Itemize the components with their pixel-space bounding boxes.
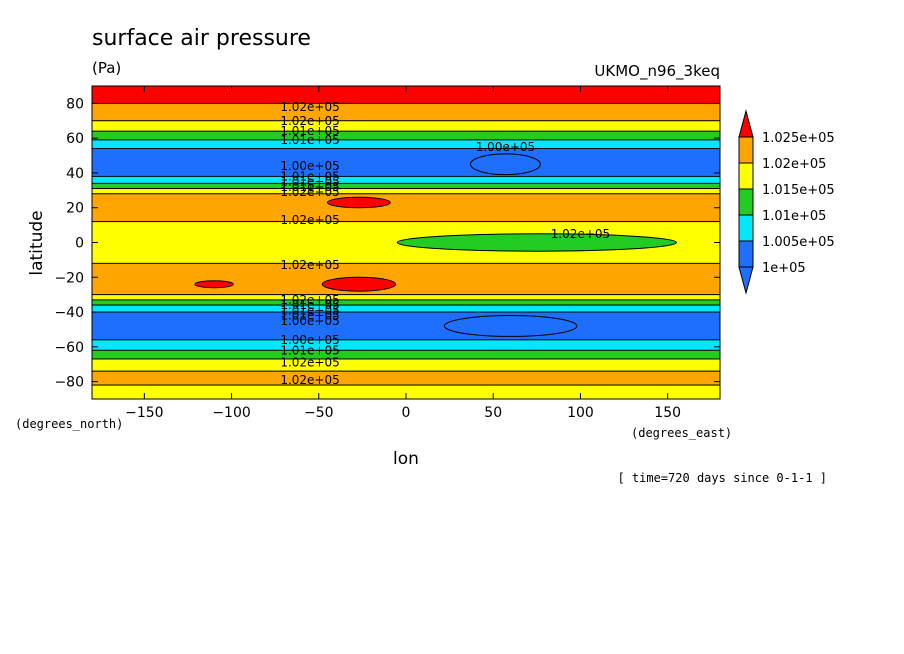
x-tick-label-5: 100	[567, 405, 594, 421]
y-tick-label-3: −20	[54, 270, 84, 286]
contour-label-14: 1.01e+05	[280, 298, 339, 312]
pressure-band-9	[92, 193, 720, 223]
contour-label-4: 1.00e+05	[280, 159, 339, 173]
time-note: [ time=720 days since 0-1-1 ]	[617, 471, 827, 485]
units-label: (Pa)	[92, 59, 121, 77]
colorbar-segment-0	[738, 240, 754, 268]
x-axis-label: lon	[393, 449, 419, 469]
colorbar-label-0: 1e+05	[762, 261, 806, 276]
chart-title: surface air pressure	[92, 26, 311, 51]
x-tick-label-1: −100	[212, 405, 250, 421]
y-units-label: (degrees_north)	[15, 417, 123, 431]
colorbar-label-2: 1.01e+05	[762, 209, 826, 224]
y-tick-label-6: 40	[66, 166, 84, 182]
colorbar-label-5: 1.025e+05	[762, 131, 835, 146]
y-tick-label-0: −80	[54, 375, 84, 391]
contour-label-18: 1.00e+05	[280, 333, 339, 347]
pressure-band-5	[92, 148, 720, 177]
colorbar-label-1: 1.005e+05	[762, 235, 835, 250]
pressure-low-5	[396, 233, 677, 252]
pressure-high-2	[194, 280, 234, 289]
contour-label-1: 1.02e+05	[280, 114, 339, 128]
colorbar-segment-1	[738, 214, 754, 242]
contour-label-21: 1.02e+05	[280, 373, 339, 387]
pressure-low-3	[470, 153, 541, 176]
contour-label-2: 1.01e+05	[280, 124, 339, 138]
plot-area: 1.02e+051.02e+051.01e+051.01e+051.00e+05…	[92, 86, 720, 399]
contour-label-8: 1.02e+05	[280, 185, 339, 199]
pressure-band-12	[92, 294, 720, 301]
x-tick-label-0: −150	[125, 405, 163, 421]
x-tick-label-3: 0	[402, 405, 411, 421]
pressure-band-17	[92, 349, 720, 360]
y-tick-label-5: 20	[66, 201, 84, 217]
colorbar-segment-4	[738, 136, 754, 164]
contour-label-16: 1.01e+05	[280, 309, 339, 323]
contour-label-5: 1.01e+05	[280, 169, 339, 183]
y-axis-label: latitude	[27, 210, 47, 275]
y-tick-label-4: 0	[75, 236, 84, 252]
pressure-band-14	[92, 304, 720, 313]
pressure-low-4	[443, 315, 578, 337]
pressure-high-0	[327, 196, 391, 209]
x-tick-label-2: −50	[304, 405, 334, 421]
pressure-band-18	[92, 358, 720, 372]
colorbar-segment-3	[738, 162, 754, 190]
pressure-band-16	[92, 339, 720, 351]
colorbar-label-4: 1.02e+05	[762, 157, 826, 172]
contour-label-7: 1.01e+05	[280, 180, 339, 194]
contour-label-3: 1.01e+05	[280, 133, 339, 147]
pressure-band-4	[92, 139, 720, 150]
x-tick-label-6: 150	[654, 405, 681, 421]
y-tick-label-7: 60	[66, 131, 84, 147]
pressure-band-6	[92, 175, 720, 184]
contour-label-11: 1.02e+05	[551, 227, 610, 241]
contour-label-0: 1.02e+05	[280, 100, 339, 114]
pressure-high-1	[321, 276, 397, 292]
contour-label-9: 1.00e+05	[476, 140, 535, 154]
contour-label-20: 1.02e+05	[280, 355, 339, 369]
colorbar-label-3: 1.015e+05	[762, 183, 835, 198]
contour-label-19: 1.01e+05	[280, 343, 339, 357]
pressure-features	[194, 153, 677, 337]
pressure-band-2	[92, 120, 720, 132]
pressure-band-11	[92, 262, 720, 296]
pressure-band-15	[92, 311, 720, 341]
colorbar: 1.025e+05 1.02e+05 1.015e+05 1.01e+05 1.005e…	[738, 109, 835, 295]
x-units-label: (degrees_east)	[631, 426, 732, 440]
y-tick-label-1: −60	[54, 340, 84, 356]
colorbar-under-arrow	[738, 266, 754, 295]
pressure-band-3	[92, 130, 720, 141]
pressure-band-13	[92, 299, 720, 306]
y-tick-label-2: −40	[54, 305, 84, 321]
y-tick-label-8: 80	[66, 96, 84, 112]
pressure-band-1	[92, 102, 720, 122]
contour-labels: 1.02e+051.02e+051.01e+051.01e+051.00e+05…	[280, 100, 610, 387]
pressure-band-7	[92, 182, 720, 190]
contour-label-6: 1.01e+05	[280, 175, 339, 189]
x-tick-label-4: 50	[484, 405, 502, 421]
contour-label-13: 1.02e+05	[280, 293, 339, 307]
colorbar-segment-2	[738, 188, 754, 216]
pressure-bands	[92, 86, 720, 399]
contour-label-10: 1.02e+05	[280, 213, 339, 227]
pressure-band-19	[92, 370, 720, 386]
pressure-band-20	[92, 384, 720, 399]
contour-label-12: 1.02e+05	[280, 258, 339, 272]
contour-label-17: 1.00e+05	[280, 314, 339, 328]
y-axis-ticks: −80 −60 −40 −20 0 20 40 60 80	[54, 96, 720, 391]
x-axis-ticks: −150 −100 −50 0 50 100 150	[125, 86, 681, 421]
colorbar-over-arrow	[738, 109, 754, 138]
contour-label-15: 1.01e+05	[280, 303, 339, 317]
pressure-band-8	[92, 188, 720, 195]
model-label: UKMO_n96_3keq	[594, 62, 720, 81]
